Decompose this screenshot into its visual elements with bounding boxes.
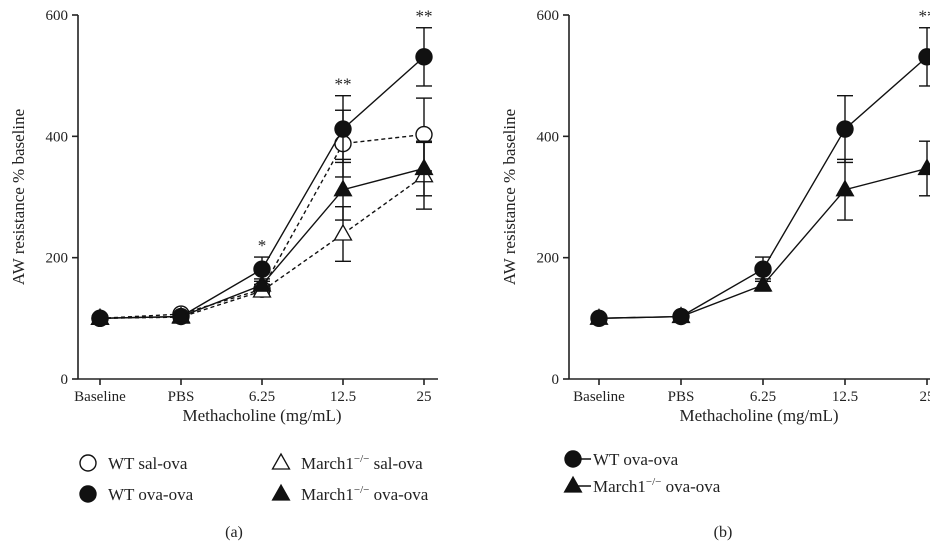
legend-marker [563,475,583,493]
legend-label: WT sal-ova [108,454,188,473]
legend-marker [564,450,582,468]
legend-marker [271,452,291,470]
data-point [171,306,191,324]
data-point [917,158,930,176]
chart-panel-a: 0 200 400 600 Baseline PBS 6.25 12.5 25 Methachol… [9,7,438,541]
legend-item: WT ova-ova [79,485,194,504]
legend-item: March1−/− sal-ova [271,452,423,473]
legend-item: WT ova-ova [564,450,679,469]
x-tick-label: 25 [417,389,432,405]
data-point [671,306,691,324]
legend-label: WT ova-ova [593,450,679,469]
legend-marker [271,483,291,501]
significance-label: * [258,236,267,255]
legend-item: March1−/− ova-ova [563,475,721,496]
y-tick-label: 200 [46,251,69,267]
x-tick-label: 12.5 [330,389,356,405]
x-tick-label: PBS [168,389,195,405]
data-point [333,179,353,197]
significance-label: ** [416,7,433,26]
data-point [252,274,272,292]
y-tick-label: 400 [537,129,560,145]
y-tick-label: 600 [537,8,560,24]
x-axis-title: Methacholine (mg/mL) [182,406,341,425]
data-point [414,158,434,176]
x-tick-label: 6.25 [249,389,275,405]
y-tick-label: 200 [537,251,560,267]
series-march1-ova-ova [589,140,930,325]
legend-label: March1−/− ova-ova [301,484,429,504]
data-point [836,120,854,138]
y-tick-label: 600 [46,8,69,24]
x-tick-label: PBS [668,389,695,405]
legend-marker [79,454,97,472]
significance-label: ** [335,75,352,94]
x-tick-label: 12.5 [832,389,858,405]
y-tick-label: 0 [61,372,69,388]
panel-label: (a) [225,524,243,541]
legend-label: March1−/− sal-ova [301,453,423,473]
significance-label: ** [919,7,930,26]
series-march1-ova-ova [90,140,434,325]
data-point [334,120,352,138]
series-line [598,167,928,320]
y-tick-label: 0 [552,372,560,388]
series-march1-sal-ova [90,141,434,325]
y-tick-label: 400 [46,129,69,145]
data-point [333,223,353,241]
panel-label: (b) [714,524,733,541]
series-line [99,133,425,320]
legend-marker [79,485,97,503]
x-tick-label: 25 [920,389,930,405]
data-point [835,179,855,197]
data-point [90,308,110,325]
x-tick-label: Baseline [74,389,126,405]
legend-label: March1−/− ova-ova [593,476,721,496]
x-tick-label: 6.25 [750,389,776,405]
legend-label: WT ova-ova [108,485,194,504]
data-point [589,308,609,325]
data-point [918,48,930,66]
chart-panel-b: 0 200 400 600 Baseline PBS 6.25 12.5 25 Methachol… [500,7,930,541]
data-point [753,274,773,292]
y-axis-title: AW resistance % baseline [500,109,519,285]
x-tick-label: Baseline [573,389,625,405]
legend-item: WT sal-ova [79,454,188,473]
x-axis-title: Methacholine (mg/mL) [679,406,838,425]
data-point [415,125,433,144]
y-axis-title: AW resistance % baseline [9,109,28,285]
data-point [415,48,433,66]
legend-item: March1−/− ova-ova [271,483,429,504]
